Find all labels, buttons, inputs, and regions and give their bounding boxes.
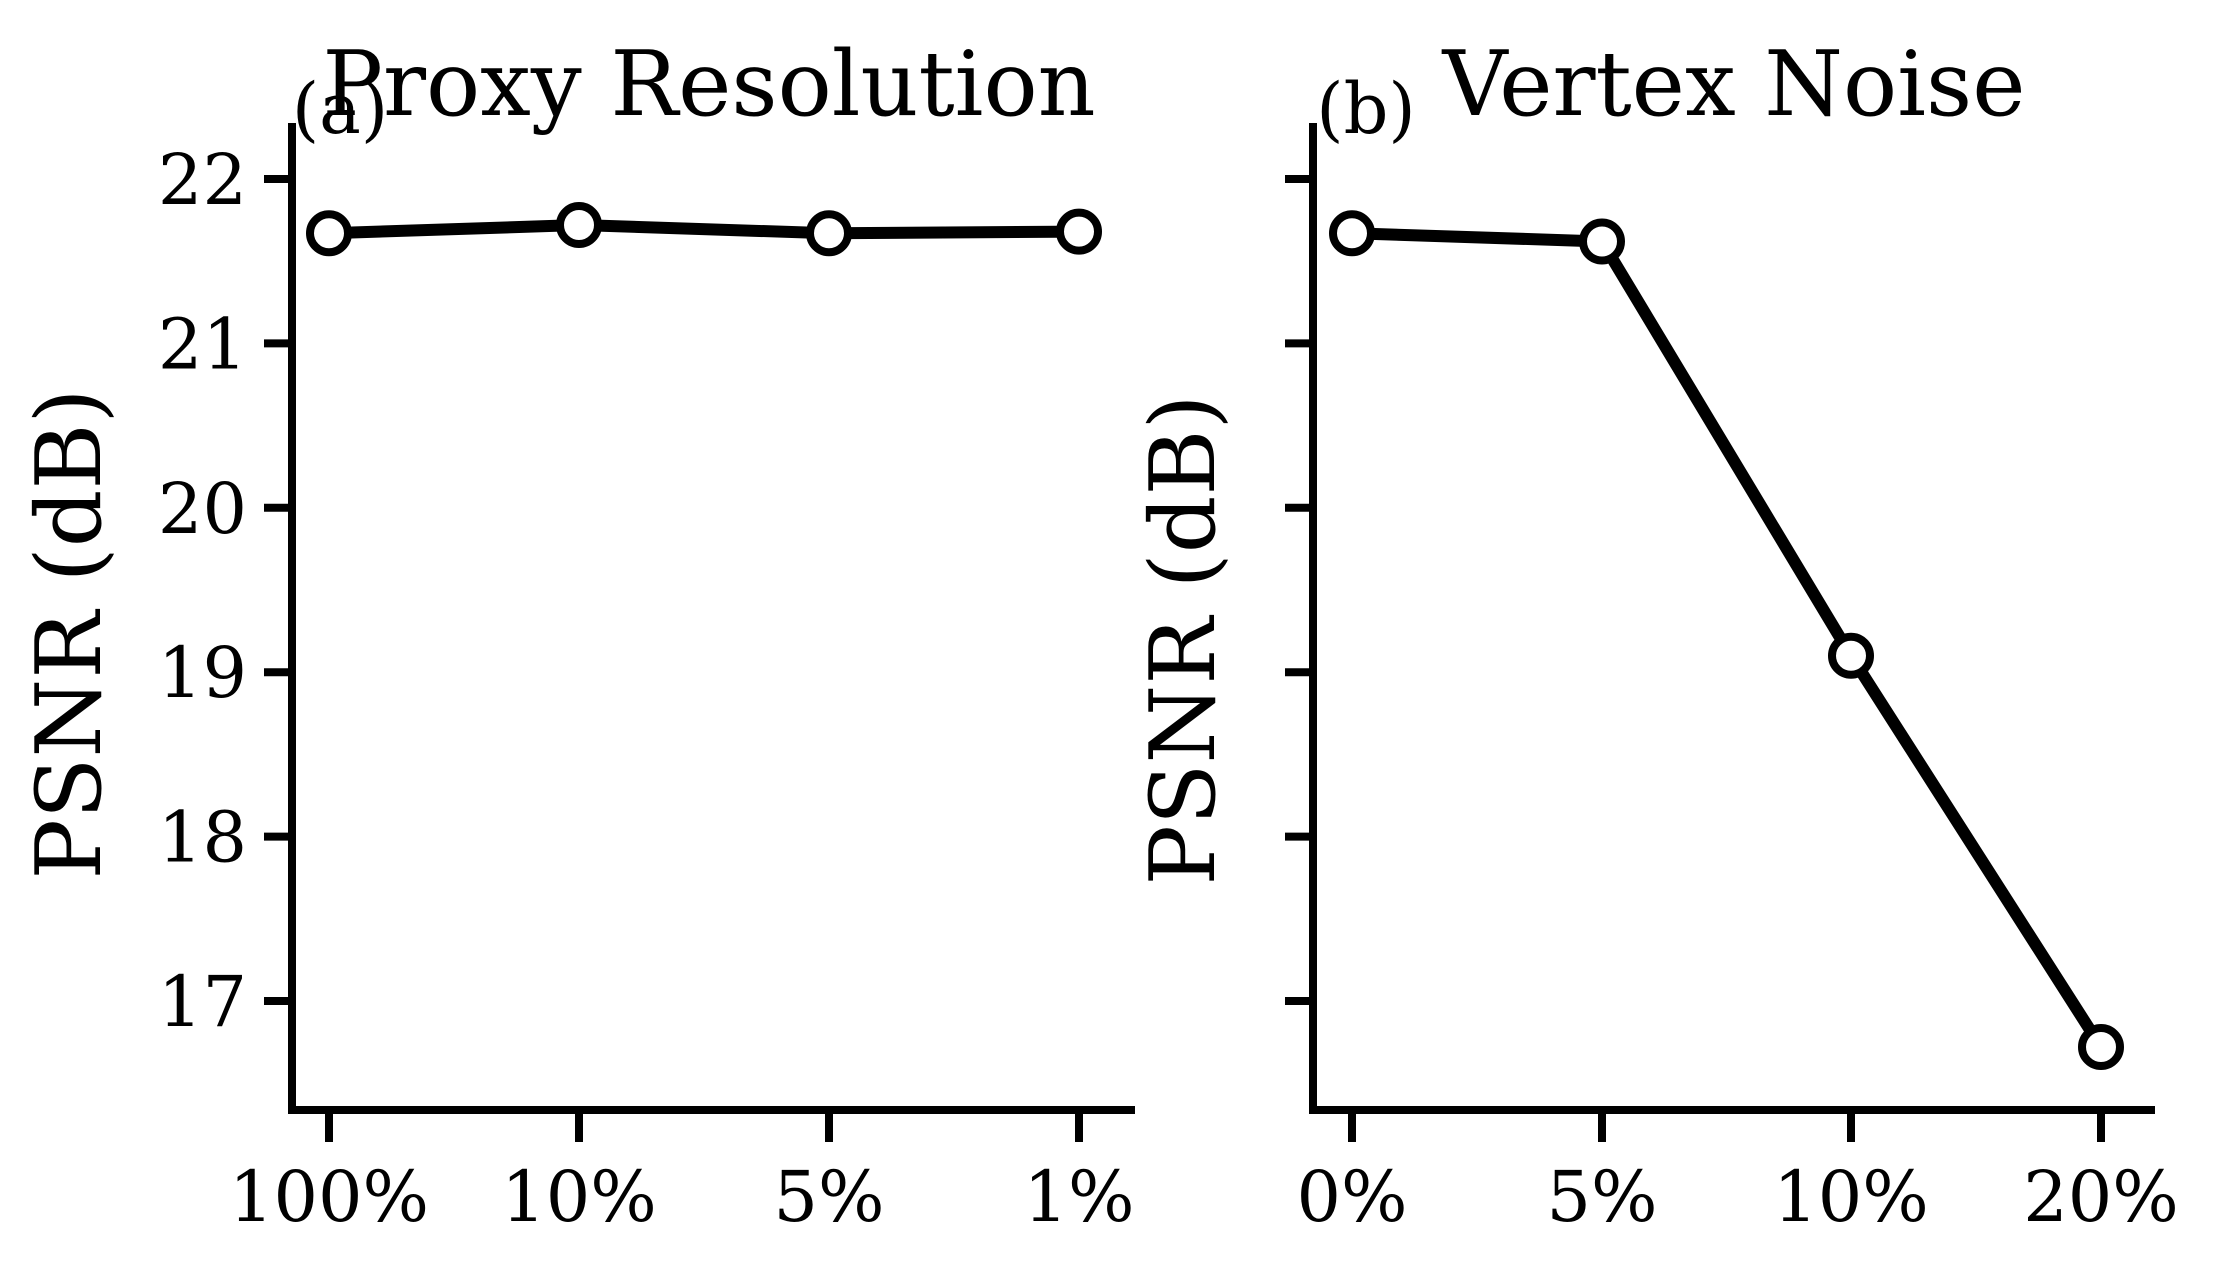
x-tick-label: 1%: [1023, 1156, 1134, 1238]
data-point-marker: [306, 210, 352, 257]
data-line: [1351, 227, 2107, 1051]
y-tick-label: 19: [158, 632, 247, 714]
panel-b-label: (b): [1316, 68, 1415, 150]
x-tick-label: 20%: [2023, 1156, 2179, 1238]
subplot-b-axes: 0% 5% 10% 20%: [1285, 123, 2179, 1238]
subplot-b-y-axis-label: PSNR (dB): [1131, 394, 1236, 885]
y-tick-label: 21: [158, 303, 247, 385]
subplot-b-series: [1329, 210, 2124, 1071]
data-point-marker: [556, 202, 602, 249]
subplot-a-series: [306, 202, 1102, 257]
panel-a-label: (a): [292, 68, 388, 150]
x-tick-label: 10%: [1773, 1156, 1929, 1238]
subplot-a-axes: 22 21 20 19 18 17 100% 10% 5% 1%: [158, 123, 1135, 1238]
subplot-a: (a) Proxy Resolution PSNR (dB) 22 21 20 19 1…: [17, 32, 1135, 1238]
x-tick-label: 10%: [501, 1156, 657, 1238]
y-tick-label: 20: [158, 468, 247, 550]
subplot-b-title: Vertex Noise: [1442, 32, 2026, 137]
x-tick-label: 0%: [1296, 1156, 1407, 1238]
y-tick-label: 18: [158, 797, 247, 879]
x-tick-label: 5%: [773, 1156, 884, 1238]
data-point-marker: [1579, 218, 1625, 265]
x-tick-label: 5%: [1546, 1156, 1657, 1238]
y-tick-label: 22: [158, 139, 247, 221]
data-point-marker: [806, 210, 852, 257]
subplot-a-title: Proxy Resolution: [322, 32, 1095, 137]
data-point-marker: [1056, 208, 1102, 255]
data-point-marker: [1329, 210, 1375, 257]
x-tick-label: 100%: [229, 1156, 429, 1238]
data-point-marker: [2078, 1024, 2124, 1071]
data-line: [328, 219, 1080, 240]
subplot-a-y-axis-label: PSNR (dB): [17, 388, 122, 879]
y-tick-label: 17: [158, 961, 247, 1043]
data-point-marker: [1828, 632, 1874, 679]
subplot-b: (b) Vertex Noise PSNR (dB) 0% 5% 10% 20%: [1131, 32, 2179, 1238]
